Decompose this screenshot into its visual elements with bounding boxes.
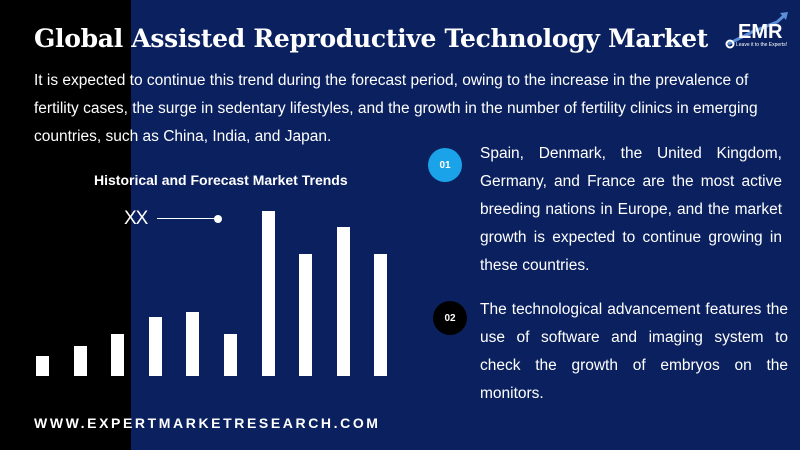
bar-2 xyxy=(73,346,87,376)
footer-url[interactable]: WWW.EXPERTMARKETRESEARCH.COM xyxy=(34,415,381,431)
bar-5 xyxy=(186,312,200,376)
legend-dot xyxy=(214,215,222,223)
bar-3 xyxy=(111,334,125,376)
bar-1 xyxy=(36,356,49,376)
emr-logo: EMR Leave it to the Experts! xyxy=(725,12,788,49)
svg-text:Leave it to the Experts!: Leave it to the Experts! xyxy=(736,42,787,48)
point-badge-02: 02 xyxy=(433,301,467,335)
bar-9 xyxy=(336,227,350,376)
legend-line xyxy=(157,218,217,219)
page-title: Global Assisted Reproductive Technology … xyxy=(34,24,709,53)
chart-title: Historical and Forecast Market Trends xyxy=(94,172,348,188)
legend-label: XX xyxy=(124,208,148,229)
black-panel xyxy=(0,0,131,450)
point-text-01: Spain, Denmark, the United Kingdom, Germ… xyxy=(480,145,782,274)
bar-4 xyxy=(148,317,162,376)
bar-chart xyxy=(36,211,388,376)
bar-8 xyxy=(299,254,313,376)
bar-10 xyxy=(374,254,388,376)
svg-text:EMR: EMR xyxy=(738,21,783,43)
intro-text: It is expected to continue this trend du… xyxy=(34,72,758,145)
bar-6 xyxy=(224,334,237,376)
bar-7 xyxy=(261,211,275,376)
point-text-02: The technological advancement features t… xyxy=(480,301,788,402)
point-badge-01: 01 xyxy=(428,148,462,182)
